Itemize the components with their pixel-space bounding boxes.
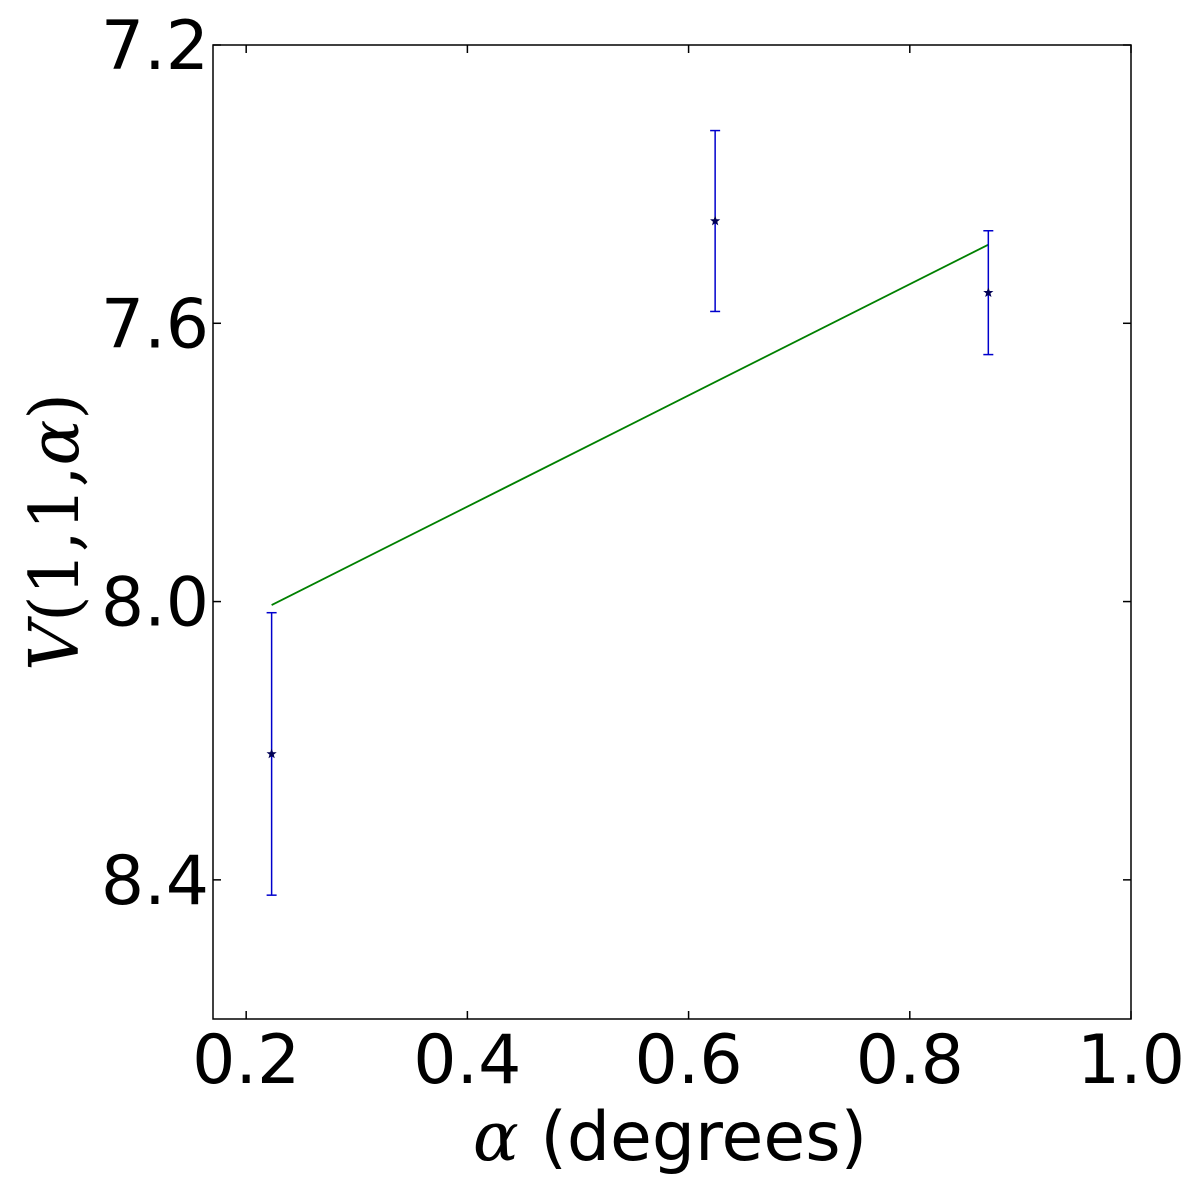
x-axis-label-symbol: α bbox=[473, 1098, 519, 1177]
errorbar-point-2 bbox=[710, 129, 721, 313]
x-axis-label-text: (degrees) bbox=[519, 1098, 867, 1177]
fit-line bbox=[271, 243, 989, 606]
errorbar-point-1 bbox=[266, 611, 277, 896]
y-axis-label-args: (1,1, bbox=[16, 466, 95, 622]
plot-frame bbox=[212, 44, 1132, 1020]
star-marker-3 bbox=[983, 287, 994, 297]
y-axis-label-close: ) bbox=[16, 393, 95, 420]
star-marker-2 bbox=[710, 215, 721, 226]
errorbar-point-3 bbox=[983, 230, 994, 356]
x-tick-label-0_6: 0.6 bbox=[635, 1021, 743, 1100]
x-tick-label-0_8: 0.8 bbox=[856, 1021, 964, 1100]
x-tick-label-1_0: 1.0 bbox=[1077, 1021, 1185, 1100]
star-marker-1 bbox=[266, 748, 277, 759]
y-axis-label-symbol: α bbox=[16, 420, 95, 466]
fit-line-layer bbox=[271, 243, 989, 606]
x-tick-label-0_4: 0.4 bbox=[413, 1021, 521, 1100]
y-tick-label-7_6: 7.6 bbox=[101, 285, 209, 364]
y-axis-label-func: V bbox=[16, 616, 95, 671]
errorbar-layer bbox=[266, 129, 994, 896]
x-tick-label-0_2: 0.2 bbox=[192, 1021, 300, 1100]
y-tick-label-8_4: 8.4 bbox=[101, 842, 209, 921]
y-tick-label-7_2: 7.2 bbox=[101, 7, 209, 86]
y-tick-label-8_0: 8.0 bbox=[101, 564, 209, 643]
x-axis-label: α (degrees) bbox=[473, 1098, 867, 1177]
y-axis-label: V(1,1,α) bbox=[16, 393, 95, 671]
plot-background bbox=[213, 45, 1131, 1019]
labels-layer: 0.2 0.4 0.6 0.8 1.0 7.2 7.6 8.0 8.4 bbox=[101, 7, 1185, 1100]
